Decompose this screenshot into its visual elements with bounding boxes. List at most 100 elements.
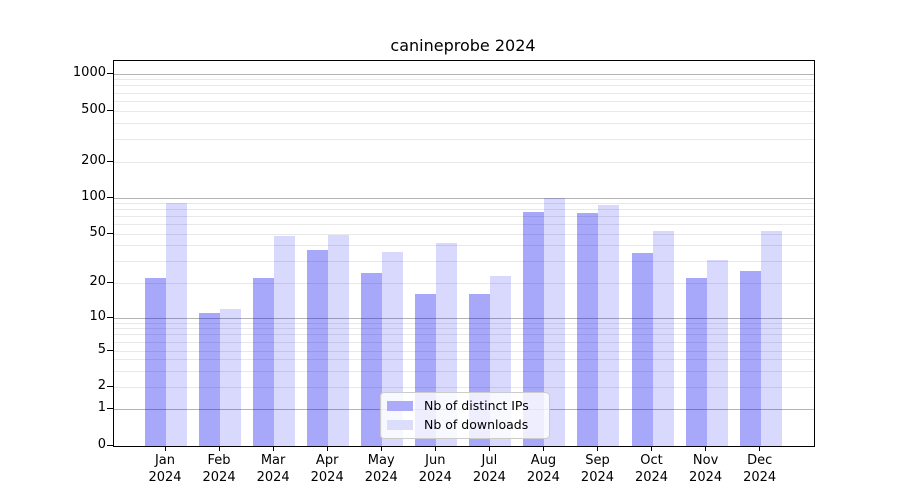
- bar-downloads-apr: [328, 235, 350, 446]
- gridline-minor: [114, 161, 814, 163]
- bar-downloads-nov: [706, 259, 728, 446]
- x-tick-label: Jul 2024: [472, 453, 506, 485]
- legend-swatch-distinct-ips: [387, 400, 413, 411]
- legend-item-distinct-ips: Nb of distinct IPs: [387, 396, 549, 415]
- gridline-minor: [114, 322, 814, 324]
- y-tick: [107, 109, 113, 111]
- y-tick: [107, 385, 113, 387]
- gridline-minor: [114, 350, 814, 352]
- x-tick-label: Mar 2024: [256, 453, 290, 485]
- y-tick-label: 0: [97, 437, 106, 452]
- x-tick: [488, 446, 491, 451]
- y-tick-label: 500: [81, 102, 106, 117]
- bar-distinct-ips-mar: [253, 277, 275, 446]
- y-tick: [107, 232, 113, 234]
- x-tick-label: Sep 2024: [580, 453, 615, 485]
- legend-label-downloads: Nb of downloads: [424, 416, 529, 432]
- y-tick: [107, 444, 113, 446]
- y-tick-label: 100: [81, 189, 106, 204]
- x-tick: [759, 446, 761, 451]
- x-tick: [705, 446, 707, 451]
- gridline-minor: [114, 328, 814, 330]
- y-tick: [107, 407, 113, 409]
- y-tick-label: 2: [97, 378, 106, 393]
- legend-label-distinct-ips: Nb of distinct IPs: [424, 397, 529, 413]
- y-tick: [107, 281, 113, 283]
- y-tick: [107, 349, 113, 351]
- y-tick-label: 20: [89, 274, 106, 289]
- bar-distinct-ips-apr: [307, 250, 329, 446]
- x-tick-label: Nov 2024: [689, 453, 723, 485]
- gridline-major: [114, 317, 814, 319]
- y-tick-label: 10: [89, 309, 106, 324]
- gridline-minor: [114, 216, 814, 218]
- bar-downloads-dec: [760, 230, 782, 446]
- gridline-minor: [114, 138, 814, 140]
- y-tick-label: 1: [97, 400, 106, 415]
- x-tick: [218, 446, 220, 451]
- gridline-minor: [114, 233, 814, 235]
- x-tick-label: Jun 2024: [418, 453, 452, 485]
- x-tick-label: Aug 2024: [526, 453, 560, 485]
- gridline-minor: [114, 224, 814, 226]
- bar-distinct-ips-oct: [631, 253, 653, 446]
- gridline-minor: [114, 209, 814, 211]
- gridline-minor: [114, 370, 814, 372]
- y-tick-label: 5: [97, 342, 106, 357]
- y-tick: [107, 316, 113, 318]
- y-tick: [107, 196, 113, 198]
- y-tick-label: 50: [89, 225, 106, 240]
- x-tick: [326, 446, 328, 451]
- bar-distinct-ips-feb: [199, 313, 221, 446]
- bar-downloads-aug: [544, 198, 566, 446]
- chart-title: canineprobe 2024: [390, 36, 536, 55]
- y-tick: [107, 72, 113, 74]
- gridline-minor: [114, 386, 814, 388]
- x-tick-label: Jan 2024: [148, 453, 182, 485]
- bar-distinct-ips-aug: [523, 212, 545, 446]
- legend: Nb of distinct IPs Nb of downloads: [380, 392, 550, 439]
- gridline-minor: [114, 79, 814, 81]
- y-tick-label: 1000: [72, 65, 106, 80]
- bar-distinct-ips-sep: [577, 212, 599, 446]
- gridline-minor: [114, 359, 814, 361]
- y-tick-label: 200: [81, 153, 106, 168]
- gridline-minor: [114, 334, 814, 336]
- x-tick: [164, 446, 166, 451]
- gridline-minor: [114, 92, 814, 94]
- legend-item-downloads: Nb of downloads: [387, 415, 549, 434]
- bar-downloads-sep: [598, 205, 620, 446]
- gridline-minor: [114, 122, 814, 124]
- x-tick-label: Oct 2024: [634, 453, 669, 485]
- bar-distinct-ips-may: [361, 273, 383, 446]
- bar-distinct-ips-jan: [145, 277, 166, 446]
- bar-downloads-feb: [220, 308, 242, 446]
- plot-area: Nb of distinct IPs Nb of downloads: [113, 60, 815, 447]
- x-tick-label: Dec 2024: [743, 453, 777, 485]
- x-tick: [272, 446, 274, 451]
- bar-downloads-jan: [166, 203, 187, 446]
- gridline-minor: [114, 282, 814, 284]
- bar-downloads-oct: [652, 230, 674, 446]
- gridline-minor: [114, 341, 814, 343]
- bar-downloads-mar: [274, 236, 296, 446]
- gridline-major: [114, 197, 814, 199]
- gridline-minor: [114, 100, 814, 102]
- gridline-major: [114, 73, 814, 75]
- gridline-minor: [114, 245, 814, 247]
- x-tick-label: Feb 2024: [202, 453, 236, 485]
- x-tick: [434, 446, 436, 451]
- gridline-minor: [114, 85, 814, 87]
- x-tick: [542, 446, 545, 451]
- bar-distinct-ips-nov: [685, 277, 707, 446]
- x-tick: [651, 446, 653, 451]
- bar-distinct-ips-dec: [739, 271, 761, 446]
- x-tick-label: May 2024: [364, 453, 398, 485]
- y-tick: [107, 160, 113, 162]
- legend-swatch-downloads: [387, 419, 413, 430]
- gridline-minor: [114, 260, 814, 262]
- x-tick-label: Apr 2024: [310, 453, 344, 485]
- gridline-minor: [114, 110, 814, 112]
- x-tick: [596, 446, 599, 451]
